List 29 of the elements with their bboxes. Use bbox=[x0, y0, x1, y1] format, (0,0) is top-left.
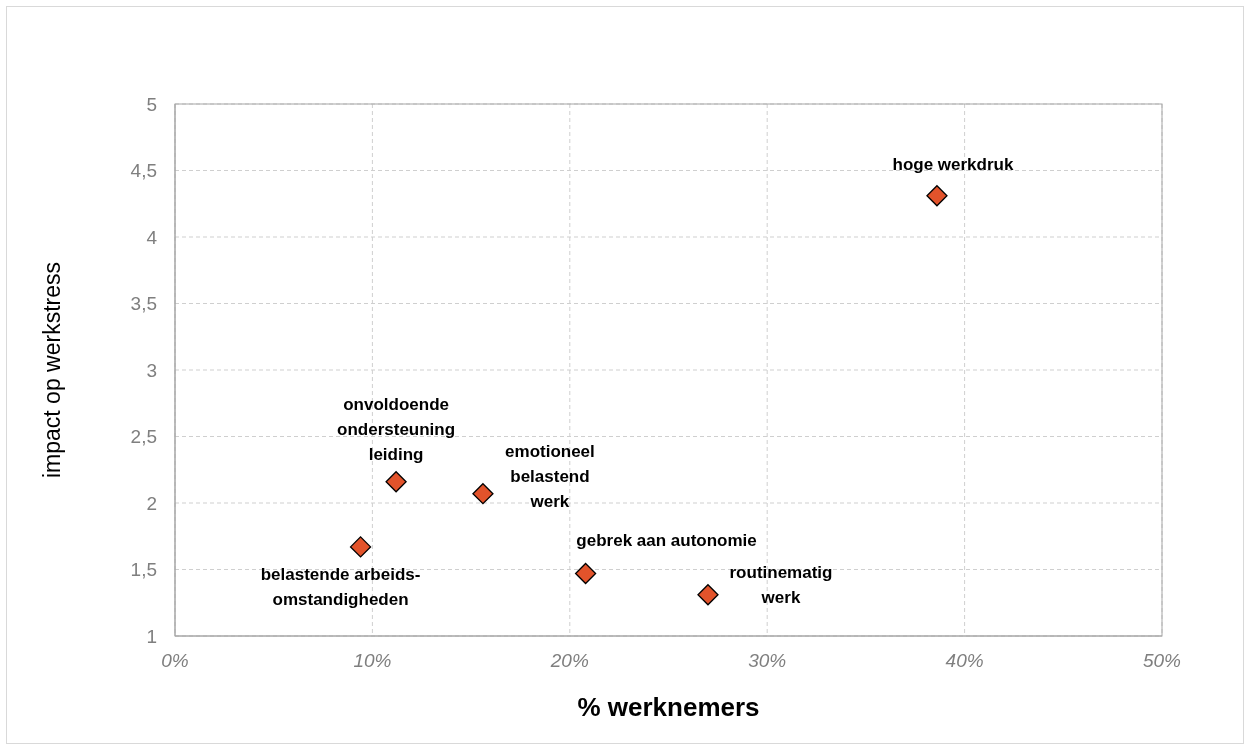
x-tick-label: 10% bbox=[353, 650, 392, 672]
annotation: onvoldoende ondersteuning leiding bbox=[337, 394, 456, 464]
point bbox=[385, 471, 407, 493]
x-tick-label: 40% bbox=[945, 650, 984, 672]
point bbox=[472, 483, 494, 505]
x-tick-label: 0% bbox=[161, 650, 189, 672]
annotation: routinematig werk bbox=[729, 562, 833, 607]
y-tick-label: 3 bbox=[146, 359, 157, 381]
point bbox=[574, 562, 597, 585]
y-tick-label: 1 bbox=[146, 625, 157, 647]
x-tick-label: 20% bbox=[549, 650, 589, 672]
y-tick-label: 4 bbox=[146, 226, 158, 248]
y-tick-label: 1,5 bbox=[130, 559, 157, 581]
point bbox=[926, 185, 948, 207]
y-tick-label: 3,5 bbox=[130, 293, 157, 315]
x-axis-title: % werknemers bbox=[576, 692, 761, 723]
x-tick-label: 30% bbox=[748, 650, 787, 672]
y-tick-label: 2,5 bbox=[130, 426, 157, 448]
y-tick-label: 5 bbox=[146, 93, 157, 115]
y-tick-label: 4,5 bbox=[130, 160, 157, 182]
annotation: hoge werkdruk bbox=[892, 154, 1014, 174]
annotation: belastende arbeids- omstandigheden bbox=[260, 564, 421, 609]
x-tick-label: 50% bbox=[1142, 650, 1182, 672]
annotation: gebrek aan autonomie bbox=[576, 531, 757, 551]
y-axis-title: impact op werkstress bbox=[38, 261, 66, 479]
y-tick-label: 2 bbox=[146, 492, 157, 514]
point bbox=[349, 536, 372, 558]
point bbox=[697, 584, 719, 606]
annotation: emotioneel belastend werk bbox=[505, 441, 595, 511]
